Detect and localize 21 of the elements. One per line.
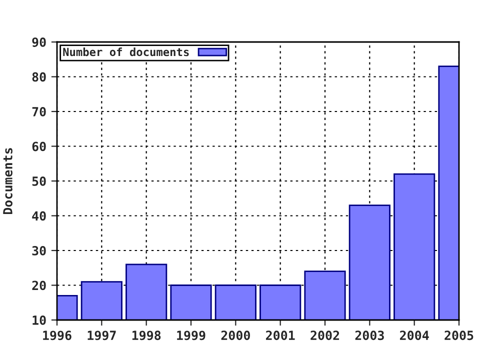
x-tick-label: 2002 [310,330,340,340]
y-tick-label: 80 [32,72,46,82]
y-tick-label: 60 [32,142,46,152]
x-tick-label: 1998 [132,330,161,340]
x-tick-label: 2000 [221,330,250,340]
y-tick-label: 90 [32,37,46,47]
y-tick-label: 40 [32,211,46,221]
y-tick-label: 30 [32,246,46,256]
y-tick-label: 50 [32,176,46,186]
x-tick-label: 2005 [444,330,474,340]
x-tick-label: 1996 [43,330,72,340]
y-tick-label: 70 [32,106,46,116]
legend-label: Number of documents [63,48,189,56]
x-tick-label: 2004 [400,330,429,340]
x-tick-label: 1999 [177,330,206,340]
x-tick-label: 1997 [88,330,116,340]
x-tick-label: 2001 [266,330,295,340]
y-tick-label: 20 [32,280,46,290]
y-axis-title: Documents [3,148,12,214]
y-tick-label: 10 [32,315,46,325]
x-tick-label: 2003 [355,330,384,340]
